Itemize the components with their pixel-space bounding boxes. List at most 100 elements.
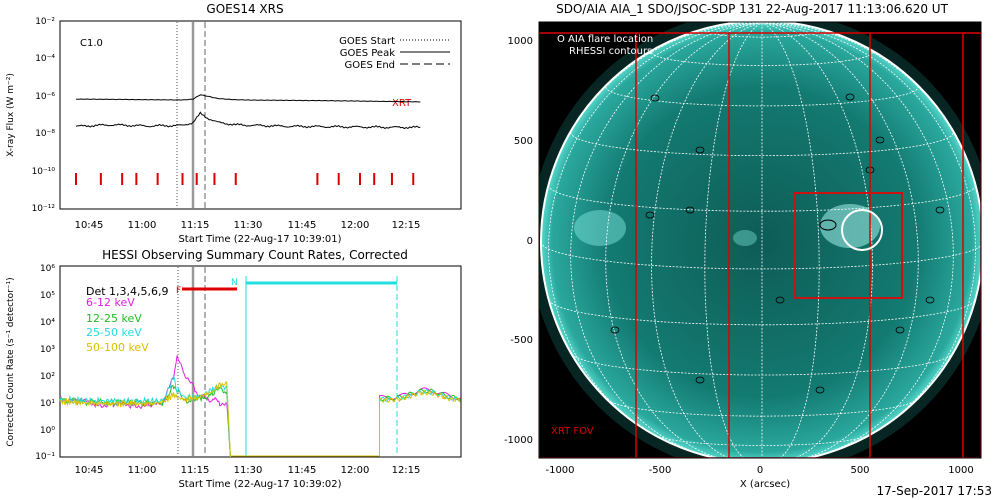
goes-xrt-label: XRT bbox=[392, 98, 412, 109]
hessi-xtick: 10:45 bbox=[75, 465, 104, 476]
aia-y-ticks: 1000 500 0 -500 -1000 bbox=[504, 36, 533, 446]
hessi-y-ticks: 10⁶ 10⁵ 10⁴ 10³ 10² 10¹ 10⁰ 10⁻¹ bbox=[35, 264, 55, 462]
rhessi-contour bbox=[819, 219, 837, 231]
aia-ytick: 0 bbox=[527, 236, 533, 247]
aia-title: SDO/AIA AIA_1 SDO/JSOC-SDP 131 22-Aug-20… bbox=[556, 2, 948, 16]
hessi-ytick: 10³ bbox=[40, 345, 55, 355]
aia-xtick: 0 bbox=[757, 465, 763, 476]
hessi-ytick: 10⁵ bbox=[40, 291, 55, 301]
hessi-xlabel: Start Time (22-Aug-17 10:39:02) bbox=[178, 479, 341, 490]
goes-ytick: 10⁻⁸ bbox=[35, 129, 55, 139]
aia-xtick: 500 bbox=[850, 465, 869, 476]
goes-xtick: 11:45 bbox=[288, 220, 317, 231]
hessi-x-ticks: 10:45 11:00 11:15 11:30 11:45 12:00 12:1… bbox=[75, 465, 421, 476]
goes-ytick: 10⁻⁴ bbox=[35, 54, 55, 64]
hessi-ytick: 10⁰ bbox=[40, 426, 55, 436]
goes-xtick: 12:15 bbox=[392, 220, 421, 231]
goes-class-label: C1.0 bbox=[80, 38, 103, 49]
aia-plot-frame bbox=[538, 21, 982, 459]
goes-xtick: 11:15 bbox=[181, 220, 210, 231]
solar-features bbox=[574, 204, 880, 248]
hessi-series-group bbox=[59, 355, 461, 458]
goes-series-line bbox=[75, 94, 421, 103]
hessi-legend-25-50: 25-50 keV bbox=[86, 326, 142, 339]
hessi-panel: HESSI Observing Summary Count Rates, Cor… bbox=[6, 248, 462, 490]
hessi-xtick: 11:00 bbox=[128, 465, 157, 476]
contour-blob bbox=[815, 386, 825, 394]
goes-ytick: 10⁻² bbox=[35, 17, 55, 27]
hessi-series-line-post bbox=[379, 389, 461, 456]
aia-ytick: 1000 bbox=[508, 36, 533, 47]
aia-footer-timestamp: 17-Sep-2017 17:53 bbox=[877, 484, 992, 498]
goes-ytick: 10⁻⁶ bbox=[35, 92, 55, 102]
goes-legend-peak: GOES Peak bbox=[340, 48, 395, 59]
hessi-ytick: 10⁻¹ bbox=[35, 452, 55, 462]
hessi-legend-6-12: 6-12 keV bbox=[86, 296, 135, 309]
longitude-line bbox=[651, 22, 763, 458]
aia-xrt-fov-label: XRT FOV bbox=[551, 426, 594, 437]
contour-blob bbox=[645, 211, 655, 219]
hessi-series-line bbox=[59, 381, 231, 458]
hessi-legend: Det 1,3,4,5,6,9 6-12 keV 12-25 keV 25-50… bbox=[86, 285, 169, 354]
active-region-east bbox=[574, 210, 626, 246]
hessi-flag-f: F bbox=[176, 286, 181, 296]
contour-blob bbox=[695, 376, 705, 384]
aia-ytick: -500 bbox=[510, 335, 533, 346]
longitude-line bbox=[761, 22, 820, 458]
goes-xrt-marks bbox=[75, 173, 415, 185]
longitude-line bbox=[761, 22, 954, 458]
contour-blob bbox=[845, 93, 855, 101]
goes-series-line bbox=[75, 111, 421, 130]
hessi-xtick: 11:15 bbox=[181, 465, 210, 476]
contour-blob bbox=[650, 94, 660, 102]
contour-blob bbox=[935, 206, 945, 214]
active-region-flare bbox=[820, 204, 880, 248]
aia-flare-location bbox=[841, 209, 883, 251]
goes-plot-frame bbox=[59, 20, 462, 210]
contour-blob bbox=[610, 326, 620, 334]
hessi-legend-50-100: 50-100 keV bbox=[86, 341, 149, 354]
rhessi-box bbox=[794, 192, 903, 299]
hessi-ylabel: Corrected Count Rate (s⁻¹ detector⁻¹) bbox=[6, 277, 16, 446]
aia-xtick: 1000 bbox=[948, 465, 973, 476]
goes-legend-end: GOES End bbox=[345, 60, 395, 71]
latitude-line bbox=[548, 299, 976, 326]
hessi-xtick: 12:00 bbox=[341, 465, 370, 476]
contour-blob bbox=[925, 296, 935, 304]
goes-y-ticks: 10⁻² 10⁻⁴ 10⁻⁶ 10⁻⁸ 10⁻¹⁰ 10⁻¹² bbox=[32, 17, 56, 214]
solar-limb bbox=[540, 22, 981, 458]
aia-xtick: -1000 bbox=[545, 465, 574, 476]
hessi-legend-det: Det 1,3,4,5,6,9 bbox=[86, 285, 169, 298]
active-region-center bbox=[733, 230, 757, 246]
hessi-ytick: 10¹ bbox=[40, 399, 55, 409]
hessi-xtick: 11:30 bbox=[234, 465, 263, 476]
goes-ylabel: X-ray Flux (W m⁻²) bbox=[6, 73, 16, 157]
longitude-line bbox=[605, 22, 763, 458]
goes-ytick: 10⁻¹⁰ bbox=[32, 167, 56, 177]
hessi-legend-12-25: 12-25 keV bbox=[86, 312, 142, 325]
aia-legend-rhessi: RHESSI contours bbox=[569, 46, 652, 57]
goes-xtick: 11:00 bbox=[128, 220, 157, 231]
contour-blob bbox=[875, 136, 885, 144]
hessi-ytick: 10² bbox=[40, 372, 55, 382]
hessi-xtick: 12:15 bbox=[392, 465, 421, 476]
goes-xtick: 12:00 bbox=[341, 220, 370, 231]
contour-blob bbox=[685, 206, 695, 214]
goes-panel: GOES14 XRS C1.0 GOES Start GOES Peak GOE… bbox=[6, 2, 462, 245]
longitude-line bbox=[761, 22, 919, 458]
contour-blob bbox=[895, 326, 905, 334]
goes-x-ticks: 10:45 11:00 11:15 11:30 11:45 12:00 12:1… bbox=[75, 220, 421, 231]
hessi-ytick: 10⁴ bbox=[40, 318, 55, 328]
aia-legend-flare: O AIA flare location bbox=[557, 34, 653, 45]
hessi-plot-frame bbox=[59, 265, 462, 458]
goes-ytick: 10⁻¹² bbox=[32, 204, 56, 214]
goes-xtick: 10:45 bbox=[75, 220, 104, 231]
latitude-line bbox=[655, 435, 869, 446]
hessi-title: HESSI Observing Summary Count Rates, Cor… bbox=[102, 248, 408, 262]
contour-blob bbox=[695, 146, 705, 154]
goes-series-group bbox=[75, 94, 421, 130]
goes-xlabel: Start Time (22-Aug-17 10:39:01) bbox=[178, 234, 341, 245]
longitude-line bbox=[548, 22, 763, 441]
goes-xtick: 11:30 bbox=[234, 220, 263, 231]
